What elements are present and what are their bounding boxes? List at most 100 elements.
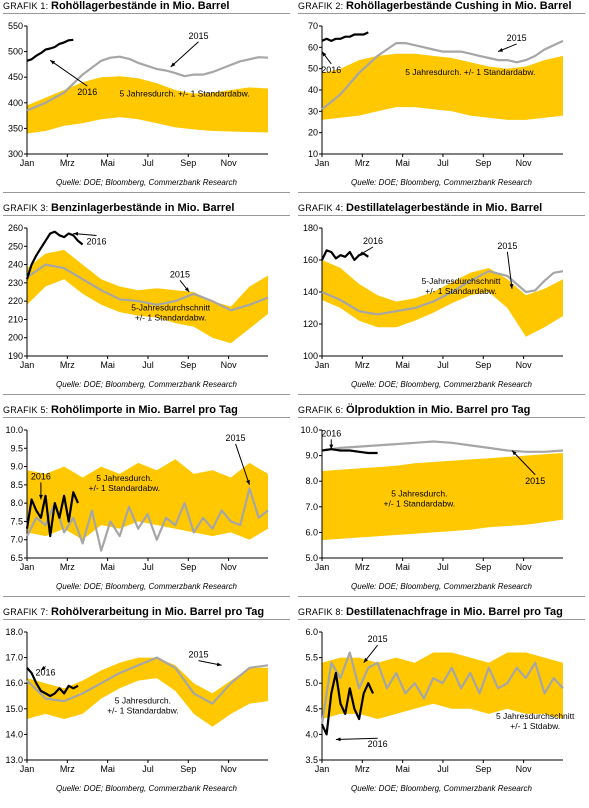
label-2015-arrowhead (512, 450, 517, 456)
series-2015-line (321, 440, 564, 453)
y-tick-label: 9.0 (10, 462, 23, 472)
chart-prefix: GRAFIK 5: (3, 405, 52, 415)
x-tick-label: Nov (221, 360, 238, 370)
chart-title-text: Rohölimporte in Mio. Barrel pro Tag (51, 404, 238, 416)
band-label: 5 Jahresdurchschnitt (496, 711, 575, 721)
label-2016-arrowhead (50, 60, 56, 65)
series-2016-line (25, 230, 84, 280)
x-tick-label: Mrz (355, 360, 370, 370)
y-tick-label: 210 (8, 314, 23, 324)
label-2015: 2015 (525, 476, 545, 486)
label-2015-arrow (235, 443, 250, 486)
x-tick-label: Mrz (60, 562, 75, 572)
label-2015-arrowhead (184, 287, 190, 292)
y-tick-label: 180 (303, 223, 318, 233)
x-tick-label: Jan (315, 764, 330, 774)
series-2015-line (26, 656, 269, 705)
x-tick-label: Mrz (60, 360, 75, 370)
series-2016-line (320, 671, 374, 736)
band-label: +/- 1 Standardabw. (89, 483, 161, 493)
chart-title: GRAFIK 1: Rohöllagerbestände in Mio. Bar… (3, 0, 230, 12)
y-tick-label: 300 (8, 149, 23, 159)
y-tick-label: 7.0 (10, 535, 23, 545)
panel-divider (298, 596, 585, 597)
chart-prefix: GRAFIK 7: (3, 607, 52, 617)
x-tick-label: Jul (142, 764, 154, 774)
panel-divider (3, 596, 290, 597)
x-tick-label: Mrz (355, 562, 370, 572)
x-tick-label: Mai (395, 158, 410, 168)
chart-title: GRAFIK 8: Destillatenachfrage in Mio. Ba… (298, 606, 563, 618)
y-tick-label: 190 (8, 351, 23, 361)
x-tick-label: Mai (395, 360, 410, 370)
chart-source: Quelle: DOE; Bloomberg, Commerzbank Rese… (351, 178, 532, 187)
title-rule (3, 215, 290, 216)
x-tick-label: Jul (437, 158, 449, 168)
y-tick-label: 18.0 (5, 627, 23, 637)
x-tick-label: Mrz (355, 158, 370, 168)
title-rule (3, 619, 290, 620)
x-tick-label: Jan (20, 158, 35, 168)
chart-panel: GRAFIK 4: Destillatelagerbestände in Mio… (295, 202, 589, 404)
chart-svg: 5.0 6.0 7.0 8.0 9.0 10.0 Jan Mrz Mai Jul Sep Nov 201… (300, 425, 564, 572)
series-2015-line (320, 651, 564, 725)
band-label: 5 Jahresdurch. (115, 696, 171, 706)
label-2015: 2015 (170, 269, 190, 279)
label-2016: 2016 (77, 87, 97, 97)
x-tick-label: Mrz (355, 764, 370, 774)
std-dev-band (322, 260, 563, 337)
title-rule (298, 619, 585, 620)
y-tick-label: 5.5 (305, 653, 318, 663)
chart-title: GRAFIK 4: Destillatelagerbestände in Mio… (298, 202, 542, 214)
panel-divider (298, 192, 585, 193)
chart-svg: 300 350 400 450 500 550 Jan Mrz Mai Jul Sep Nov 2015… (8, 21, 269, 168)
label-2015-arrowhead (363, 657, 369, 663)
label-2016: 2016 (363, 236, 383, 246)
label-2015-arrow (511, 450, 536, 476)
x-tick-label: Sep (180, 158, 196, 168)
y-tick-label: 5.0 (305, 678, 318, 688)
label-2015-arrow (506, 251, 513, 289)
y-tick-label: 30 (308, 106, 318, 116)
x-tick-label: Sep (475, 562, 491, 572)
x-tick-label: Nov (516, 764, 533, 774)
x-tick-label: Jan (20, 562, 35, 572)
chart-panel: GRAFIK 1: Rohöllagerbestände in Mio. Bar… (0, 0, 294, 202)
label-2015-arrowhead (498, 48, 504, 52)
chart-title-text: Rohölverarbeitung in Mio. Barrel pro Tag (51, 606, 265, 618)
chart-prefix: GRAFIK 4: (298, 203, 347, 213)
y-tick-label: 9.5 (10, 443, 23, 453)
label-2016-arrowhead (73, 231, 79, 236)
y-tick-label: 140 (303, 287, 318, 297)
y-tick-label: 230 (8, 278, 23, 288)
chart-panel: GRAFIK 8: Destillatenachfrage in Mio. Ba… (295, 606, 589, 808)
chart-prefix: GRAFIK 6: (298, 405, 347, 415)
y-tick-label: 260 (8, 223, 23, 233)
label-2015-arrow (170, 41, 199, 68)
y-tick-label: 7.5 (10, 516, 23, 526)
chart-svg: 190 200 210 220 230 240 250 260 Jan Mrz Mai Jul Sep N… (8, 223, 269, 370)
y-tick-label: 400 (8, 98, 23, 108)
series-2015-line (321, 270, 564, 316)
band-label: 5 Jahresdurch. (391, 489, 447, 499)
label-2015: 2015 (188, 31, 208, 41)
chart-title-text: Benzinlagerbestände in Mio. Barrel (51, 202, 235, 214)
y-tick-label: 220 (8, 296, 23, 306)
x-tick-label: Mai (395, 562, 410, 572)
series-2015-line (26, 263, 269, 312)
label-2015-arrowhead (509, 284, 514, 289)
y-tick-label: 20 (308, 128, 318, 138)
series-2016-line (321, 448, 378, 455)
band-label: 5 Jahresdurch. +/- 1 Standardabw. (405, 67, 535, 77)
y-tick-label: 8.0 (10, 498, 23, 508)
x-tick-label: Mrz (60, 764, 75, 774)
x-tick-label: Jan (315, 158, 330, 168)
chart-panel: GRAFIK 2: Rohöllagerbestände Cushing in … (295, 0, 589, 202)
y-tick-label: 10 (308, 149, 318, 159)
series-2016-line (26, 38, 74, 62)
label-2015-arrowhead (216, 662, 222, 667)
std-dev-band (322, 453, 563, 541)
chart-panel: GRAFIK 6: Ölproduktion in Mio. Barrel pr… (295, 404, 589, 606)
x-tick-label: Jan (315, 562, 330, 572)
chart-source: Quelle: DOE; Bloomberg, Commerzbank Rese… (351, 380, 532, 389)
